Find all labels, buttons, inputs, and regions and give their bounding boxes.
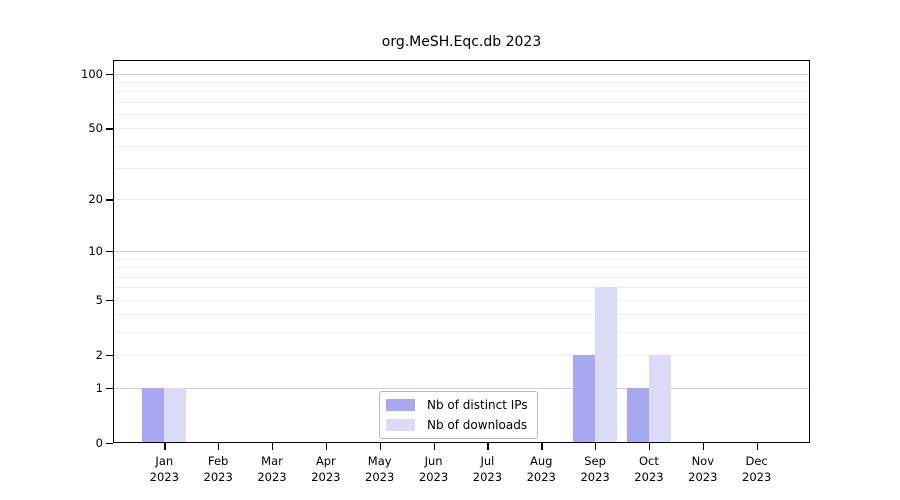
gridline-minor: [113, 287, 810, 289]
gridline-minor: [113, 299, 810, 301]
gridline-minor: [113, 114, 810, 116]
gridline-minor: [113, 267, 810, 269]
gridline-minor: [113, 199, 810, 201]
x-tick-month: Feb: [207, 454, 229, 468]
y-tick-label: 20: [88, 192, 103, 207]
y-tick-label: 5: [95, 292, 103, 307]
gridline-minor: [113, 314, 810, 316]
y-tick-mark: [106, 199, 113, 201]
y-tick-label: 100: [81, 66, 103, 81]
x-tick-mark: [379, 443, 381, 450]
bar-nb-of-downloads-oct: [648, 355, 671, 443]
legend-swatch-nb-of-distinct-ips: [386, 399, 415, 411]
x-tick-label-may: May 2023: [348, 453, 412, 485]
x-tick-mark: [433, 443, 435, 450]
legend-item: Nb of downloads: [386, 416, 528, 434]
x-tick-label-dec: Dec 2023: [725, 453, 789, 485]
y-tick-label: 50: [88, 121, 103, 136]
x-tick-month: Apr: [315, 454, 336, 468]
x-tick-year: 2023: [365, 470, 395, 484]
y-tick-label: 1: [95, 380, 103, 395]
bar-nb-of-downloads-jan: [164, 387, 187, 443]
x-tick-month: Sep: [584, 454, 606, 468]
x-tick-label-aug: Aug 2023: [509, 453, 573, 485]
x-tick-month: Jan: [155, 454, 174, 468]
x-tick-label-jan: Jan 2023: [132, 453, 196, 485]
bar-nb-of-distinct-ips-jan: [142, 387, 165, 443]
gridline-minor: [113, 168, 810, 170]
x-tick-month: Jul: [480, 454, 495, 468]
x-tick-mark: [648, 443, 651, 450]
gridline-major: [113, 73, 810, 75]
x-tick-mark: [325, 443, 328, 450]
x-tick-month: May: [367, 454, 392, 468]
x-tick-label-nov: Nov 2023: [671, 453, 735, 485]
y-tick-mark: [106, 443, 113, 445]
x-tick-year: 2023: [418, 470, 449, 484]
gridline-major: [113, 387, 810, 389]
y-tick-mark: [106, 299, 113, 301]
x-tick-year: 2023: [634, 470, 664, 484]
gridline-major: [113, 251, 810, 253]
x-tick-month: Nov: [691, 454, 715, 468]
x-tick-year: 2023: [149, 470, 179, 484]
gridline-minor: [113, 332, 810, 334]
x-tick-year: 2023: [742, 470, 772, 484]
x-tick-year: 2023: [526, 470, 556, 484]
x-tick-mark: [702, 443, 705, 450]
chart-title: org.MeSH.Eqc.db 2023: [381, 34, 542, 50]
x-tick-label-oct: Oct 2023: [617, 453, 681, 485]
x-tick-label-feb: Feb 2023: [186, 453, 250, 485]
y-tick-label: 0: [95, 436, 103, 450]
x-tick-label-sep: Sep 2023: [563, 453, 627, 485]
x-tick-year: 2023: [311, 470, 341, 484]
legend-swatch-nb-of-downloads: [386, 419, 415, 431]
y-tick-label: 2: [95, 348, 103, 363]
x-tick-label-jul: Jul 2023: [455, 453, 519, 485]
legend-item: Nb of distinct IPs: [386, 396, 528, 414]
gridline-minor: [113, 128, 810, 130]
gridline-minor: [113, 91, 810, 93]
gridline-minor: [113, 355, 810, 357]
bar-nb-of-distinct-ips-sep: [573, 355, 596, 443]
x-tick-month: Jun: [424, 454, 443, 468]
x-tick-month: Oct: [638, 454, 659, 468]
legend: Nb of distinct IPs Nb of downloads: [379, 391, 538, 439]
y-tick-mark: [106, 128, 113, 130]
y-tick-mark: [106, 355, 113, 357]
x-tick-year: 2023: [203, 470, 233, 484]
x-tick-mark: [218, 443, 220, 450]
x-tick-month: Dec: [745, 454, 768, 468]
x-tick-mark: [595, 443, 597, 450]
x-tick-label-mar: Mar 2023: [240, 453, 304, 485]
gridline-minor: [113, 145, 810, 147]
gridline-minor: [113, 276, 810, 278]
y-tick-mark: [106, 251, 113, 253]
y-tick-mark: [106, 73, 113, 76]
x-tick-year: 2023: [580, 470, 610, 484]
x-tick-year: 2023: [257, 470, 287, 484]
x-tick-mark: [756, 443, 758, 450]
legend-label: Nb of distinct IPs: [427, 398, 528, 412]
bar-nb-of-downloads-sep: [595, 287, 618, 443]
x-tick-month: Mar: [261, 454, 283, 468]
gridline-minor: [113, 82, 810, 84]
y-tick-label: 10: [88, 244, 103, 259]
gridline-minor: [113, 258, 810, 260]
x-tick-year: 2023: [472, 470, 503, 484]
x-tick-label-jun: Jun 2023: [402, 453, 466, 485]
legend-label: Nb of downloads: [427, 418, 528, 432]
x-tick-mark: [487, 443, 489, 450]
bar-nb-of-distinct-ips-oct: [626, 387, 649, 443]
x-tick-mark: [272, 443, 274, 450]
plot-area: [113, 60, 810, 443]
x-tick-year: 2023: [688, 470, 718, 484]
x-tick-mark: [164, 443, 166, 450]
x-tick-mark: [541, 443, 543, 450]
gridline-minor: [113, 101, 810, 103]
x-tick-label-apr: Apr 2023: [294, 453, 358, 485]
x-tick-month: Aug: [530, 454, 553, 468]
y-tick-mark: [106, 387, 113, 389]
